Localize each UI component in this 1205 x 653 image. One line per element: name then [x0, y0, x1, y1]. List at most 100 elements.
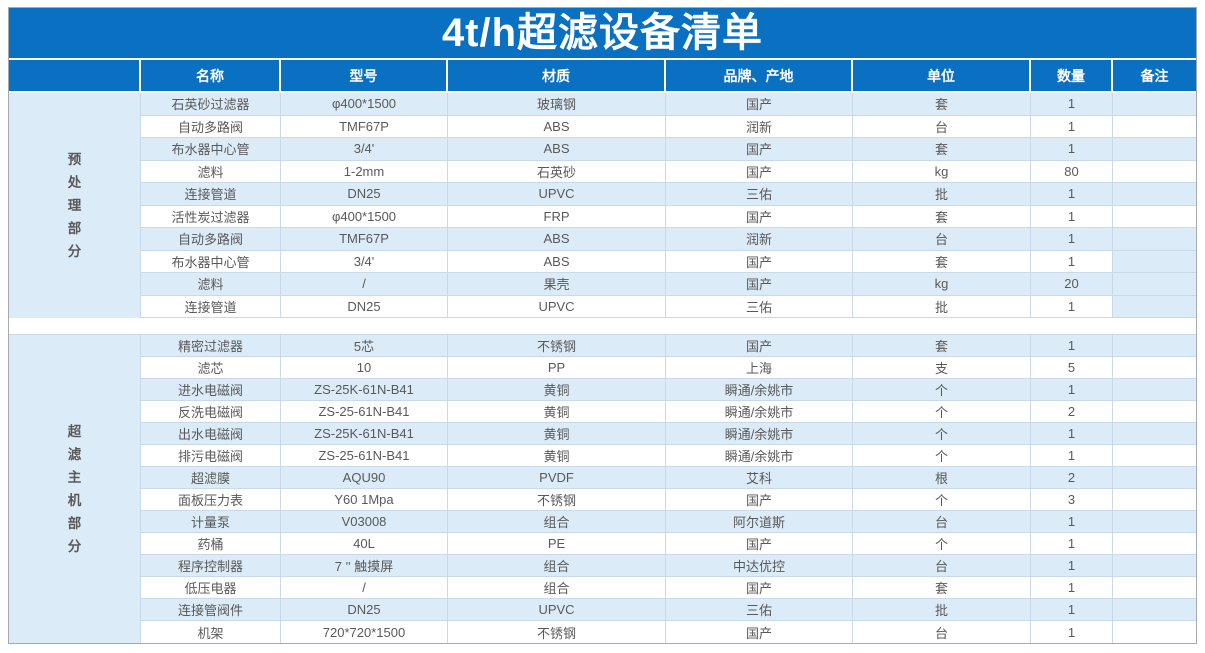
header-cell-unit: 单位	[853, 60, 1031, 91]
cell-brand: 瞬通/余姚市	[666, 445, 853, 466]
cell-note	[1113, 116, 1196, 138]
cell-note	[1113, 489, 1196, 510]
cell-note	[1113, 183, 1196, 205]
cell-model: /	[281, 273, 448, 295]
cell-qty: 1	[1031, 423, 1113, 444]
cell-material: PP	[448, 357, 666, 378]
cell-material: UPVC	[448, 295, 666, 317]
cell-name: 石英砂过滤器	[141, 93, 281, 115]
table-row: 连接管道 DN25 UPVC 三佑批 1	[141, 295, 1196, 318]
table-row: 面板压力表 Y60 1Mpa 不锈钢 国产个 3	[141, 489, 1196, 511]
cell-brand: 国产	[666, 577, 853, 598]
cell-qty: 1	[1031, 115, 1113, 137]
cell-model: 10	[281, 357, 448, 378]
cell-unit: 套	[853, 250, 1031, 272]
table-row: 超滤膜 AQU90 PVDF 艾科根 2	[141, 467, 1196, 489]
cell-material: 不锈钢	[448, 621, 666, 643]
cell-model: 1-2mm	[281, 160, 448, 182]
table-row: 程序控制器 7 '' 触摸屏 组合 中达优控台 1	[141, 555, 1196, 577]
table-row: 连接管道 DN25 UPVC 三佑批 1	[141, 183, 1196, 206]
cell-unit: 套	[853, 335, 1031, 356]
cell-material: ABS	[448, 228, 666, 250]
cell-material: ABS	[448, 115, 666, 137]
cell-qty: 5	[1031, 357, 1113, 378]
cell-note	[1113, 533, 1196, 554]
cell-material: 组合	[448, 577, 666, 598]
cell-unit: 根	[853, 467, 1031, 488]
table-row: 滤料 1-2mm 石英砂 国产 kg 80	[141, 160, 1196, 183]
cell-material: 玻璃钢	[448, 93, 666, 115]
cell-unit: 套	[853, 577, 1031, 598]
cell-brand: 三佑	[666, 599, 853, 620]
cell-unit: 个	[853, 423, 1031, 444]
cell-model: 7 '' 触摸屏	[281, 555, 448, 576]
cell-model: Y60 1Mpa	[281, 489, 448, 510]
cell-brand: 国产	[666, 93, 853, 115]
cell-brand: 国产	[666, 138, 853, 160]
cell-qty: 3	[1031, 489, 1113, 510]
cell-name: 精密过滤器	[141, 335, 281, 356]
cell-brand: 上海	[666, 357, 853, 378]
cell-unit: 个	[853, 401, 1031, 422]
table-row: 计量泵 V03008 组合 阿尔道斯台 1	[141, 511, 1196, 533]
cell-model: 3/4'	[281, 250, 448, 272]
equipment-list-sheet: 4t/h超滤设备清单 名称 型号 材质 品牌、产地 单位 数量 备注 预处理部分 石英砂过滤器…	[8, 7, 1197, 644]
cell-material: 不锈钢	[448, 335, 666, 356]
cell-note	[1113, 401, 1196, 422]
cell-model: ZS-25K-61N-B41	[281, 423, 448, 444]
cell-material: UPVC	[448, 599, 666, 620]
cell-name: 自动多路阀	[141, 115, 281, 137]
cell-model: TMF67P	[281, 228, 448, 250]
cell-qty: 1	[1031, 138, 1113, 160]
cell-note	[1113, 295, 1196, 317]
cell-material: PE	[448, 533, 666, 554]
table-row: 反洗电磁阀 ZS-25-61N-B41 黄铜 瞬通/余姚市个 2	[141, 401, 1196, 423]
cell-material: FRP	[448, 205, 666, 227]
table-row: 连接管阀件 DN25 UPVC 三佑批 1	[141, 599, 1196, 621]
cell-name: 反洗电磁阀	[141, 401, 281, 422]
cell-brand: 国产	[666, 489, 853, 510]
table-row: 药桶 40L PE 国产个 1	[141, 533, 1196, 555]
cell-qty: 2	[1031, 467, 1113, 488]
cell-note	[1113, 467, 1196, 488]
cell-brand: 润新	[666, 115, 853, 137]
cell-unit: 个	[853, 533, 1031, 554]
header-cell-model: 型号	[281, 60, 448, 91]
cell-note	[1113, 206, 1196, 228]
cell-note	[1113, 511, 1196, 532]
table-row: 机架 720*720*1500 不锈钢 国产台 1	[141, 621, 1196, 643]
table-row: 自动多路阀 TMF67P ABS 润新台 1	[141, 228, 1196, 251]
cell-material: 黄铜	[448, 445, 666, 466]
table-row: 出水电磁阀 ZS-25K-61N-B41 黄铜 瞬通/余姚市个 1	[141, 423, 1196, 445]
cell-model: ZS-25K-61N-B41	[281, 379, 448, 400]
cell-qty: 1	[1031, 228, 1113, 250]
cell-qty: 1	[1031, 379, 1113, 400]
header-cell-brand: 品牌、产地	[666, 60, 853, 91]
cell-model: /	[281, 577, 448, 598]
group-label-vertical-text: 超滤主机部分	[67, 424, 82, 554]
table-row: 精密过滤器 5芯 不锈钢 国产套 1	[141, 335, 1196, 357]
cell-unit: 个	[853, 489, 1031, 510]
sheet-title: 4t/h超滤设备清单	[9, 8, 1196, 60]
cell-material: 不锈钢	[448, 489, 666, 510]
cell-note	[1113, 93, 1196, 115]
cell-qty: 1	[1031, 599, 1113, 620]
cell-unit: 批	[853, 295, 1031, 317]
cell-brand: 阿尔道斯	[666, 511, 853, 532]
cell-qty: 1	[1031, 93, 1113, 115]
header-cell-group	[9, 60, 141, 91]
table-row: 滤料 / 果壳 国产 kg 20	[141, 273, 1196, 296]
cell-qty: 1	[1031, 555, 1113, 576]
cell-model: φ400*1500	[281, 205, 448, 227]
cell-model: 3/4'	[281, 138, 448, 160]
cell-name: 活性炭过滤器	[141, 205, 281, 227]
table-row: 布水器中心管 3/4' ABS 国产套 1	[141, 138, 1196, 161]
cell-brand: 国产	[666, 205, 853, 227]
cell-qty: 1	[1031, 335, 1113, 356]
table-row: 自动多路阀 TMF67P ABS 润新台 1	[141, 115, 1196, 138]
cell-note	[1113, 250, 1196, 272]
section-separator-row	[9, 318, 1196, 335]
header-cell-material: 材质	[448, 60, 666, 91]
cell-name: 连接管道	[141, 183, 281, 205]
cell-name: 自动多路阀	[141, 228, 281, 250]
